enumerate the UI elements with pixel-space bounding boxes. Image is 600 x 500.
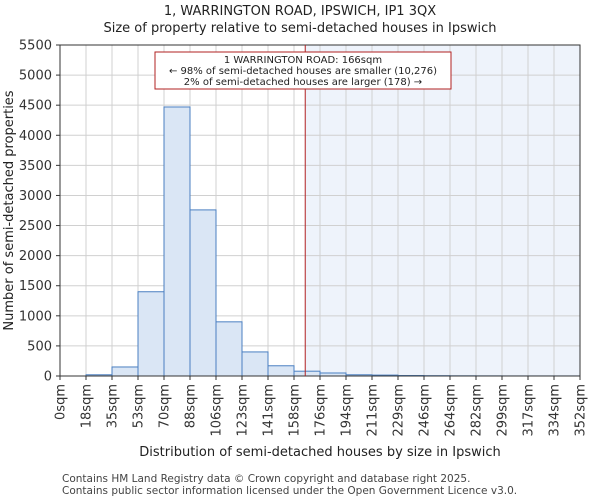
x-tick-label: 88sqm: [184, 384, 199, 428]
histogram-bar: [163, 106, 191, 377]
y-tick-label: 3000: [19, 189, 52, 204]
x-tick-label: 18sqm: [80, 384, 95, 428]
y-tick-label: 4500: [19, 99, 52, 114]
histogram-bar: [293, 370, 321, 377]
x-tick-label: 123sqm: [236, 384, 251, 437]
histogram-bar: [111, 366, 139, 377]
x-tick-label: 282sqm: [470, 384, 485, 437]
y-tick-label: 500: [27, 339, 52, 354]
x-tick-label: 0sqm: [54, 384, 69, 420]
x-tick-label: 299sqm: [496, 384, 511, 437]
x-tick-label: 194sqm: [340, 384, 355, 437]
x-tick-label: 246sqm: [418, 384, 433, 437]
histogram-bar: [189, 209, 217, 377]
y-tick-label: 4000: [19, 129, 52, 144]
x-tick-label: 264sqm: [444, 384, 459, 437]
histogram-bar: [267, 365, 295, 377]
y-axis-label: Number of semi-detached properties: [2, 90, 17, 330]
y-tick-label: 5000: [19, 69, 52, 84]
x-tick-label: 106sqm: [210, 384, 225, 437]
histogram-bar: [241, 351, 269, 377]
y-tick-label: 0: [44, 370, 52, 385]
y-tick-label: 3500: [19, 159, 52, 174]
chart-subtitle: Size of property relative to semi-detach…: [103, 21, 497, 36]
bar-chart: 0 500 1000 1500 2000 2500 3000 3500 4000 4500 5000…: [2, 39, 589, 461]
y-tick-label: 1000: [19, 309, 52, 324]
x-axis-label: Distribution of semi-detached houses by …: [139, 445, 500, 460]
annotation-line: ← 98% of semi-detached houses are smalle…: [169, 66, 437, 77]
annotation-line: 1 WARRINGTON ROAD: 166sqm: [224, 55, 382, 66]
chart-title: 1, WARRINGTON ROAD, IPSWICH, IP1 3QX: [163, 4, 437, 19]
footer-line-1: Contains HM Land Registry data © Crown c…: [62, 473, 471, 485]
y-tick-label: 1500: [19, 279, 52, 294]
larger-region-shade: [305, 45, 580, 376]
annotation-line: 2% of semi-detached houses are larger (1…: [184, 77, 422, 88]
x-tick-label: 229sqm: [392, 384, 407, 437]
y-tick-label: 5500: [19, 39, 52, 54]
x-tick-label: 141sqm: [262, 384, 277, 437]
annotation-box: [154, 51, 452, 90]
histogram-bar: [215, 321, 243, 377]
x-tick-label: 70sqm: [158, 384, 173, 428]
x-tick-label: 53sqm: [132, 384, 147, 428]
y-tick-label: 2000: [19, 249, 52, 264]
y-tick-label: 2500: [19, 219, 52, 234]
x-tick-label: 176sqm: [314, 384, 329, 437]
x-tick-label: 352sqm: [574, 384, 589, 437]
x-tick-label: 211sqm: [366, 384, 381, 437]
histogram-bar: [137, 291, 165, 377]
x-tick-label: 317sqm: [522, 384, 537, 437]
footer-line-2: Contains public sector information licen…: [62, 485, 518, 497]
x-tick-label: 334sqm: [548, 384, 563, 437]
x-tick-label: 158sqm: [288, 384, 303, 437]
x-tick-label: 35sqm: [106, 384, 121, 428]
